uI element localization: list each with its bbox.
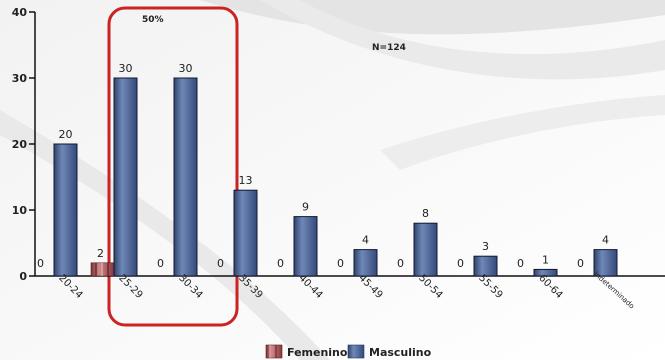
data-label-femenino-50-54: 0 bbox=[397, 257, 404, 270]
data-label-femenino-35-39: 0 bbox=[217, 257, 224, 270]
y-tick-label: 20 bbox=[12, 138, 28, 151]
data-label-femenino-45-49: 0 bbox=[337, 257, 344, 270]
data-label-masculino-35-39: 13 bbox=[239, 174, 253, 187]
data-label-femenino-55-59: 0 bbox=[457, 257, 464, 270]
legend-swatch-masculino bbox=[347, 344, 365, 359]
bar-masculino-45-49 bbox=[353, 249, 378, 277]
highlight-box bbox=[107, 6, 239, 327]
data-label-femenino-20-24: 0 bbox=[37, 257, 44, 270]
y-tick-label: 40 bbox=[12, 6, 28, 19]
bar-masculino-20-24 bbox=[53, 143, 78, 277]
y-tick-label: 10 bbox=[12, 204, 28, 217]
annotation-percent: 50% bbox=[142, 15, 164, 25]
bar-masculino-35-39 bbox=[233, 189, 258, 277]
data-label-masculino-30-34: 30 bbox=[179, 62, 193, 75]
data-label-masculino-20-24: 20 bbox=[59, 128, 73, 141]
bar-masculino-50-54 bbox=[413, 222, 438, 277]
bar-masculino-30-34 bbox=[173, 77, 198, 277]
data-label-femenino-60-64: 0 bbox=[517, 257, 524, 270]
data-label-masculino-50-54: 8 bbox=[422, 207, 429, 220]
annotation-n: N=124 bbox=[372, 43, 406, 53]
bars bbox=[53, 77, 618, 277]
bar-masculino-55-59 bbox=[473, 255, 498, 277]
legend-label-masculino: Masculino bbox=[369, 346, 432, 359]
data-label-masculino-indeterminado: 4 bbox=[602, 234, 609, 247]
bar-masculino-indeterminado bbox=[593, 249, 618, 277]
data-label-femenino-40-44: 0 bbox=[277, 257, 284, 270]
data-label-masculino-55-59: 3 bbox=[482, 240, 489, 253]
data-label-masculino-45-49: 4 bbox=[362, 234, 369, 247]
data-label-femenino-30-34: 0 bbox=[157, 257, 164, 270]
legend-label-femenino: Femenino bbox=[287, 346, 348, 359]
y-tick-label: 0 bbox=[19, 270, 27, 283]
legend-swatch-femenino bbox=[265, 344, 283, 359]
data-label-femenino-indeterminado: 0 bbox=[577, 257, 584, 270]
bar-masculino-40-44 bbox=[293, 216, 318, 277]
data-label-masculino-60-64: 1 bbox=[542, 253, 549, 266]
y-ticks: 0 10 20 30 40 bbox=[12, 6, 35, 283]
bar-masculino-60-64 bbox=[533, 268, 558, 277]
bar-masculino-25-29 bbox=[113, 77, 138, 277]
y-tick-label: 30 bbox=[12, 72, 28, 85]
data-label-masculino-25-29: 30 bbox=[119, 62, 133, 75]
data-label-masculino-40-44: 9 bbox=[302, 201, 309, 214]
data-label-femenino-25-29: 2 bbox=[97, 247, 104, 260]
legend: Femenino Masculino bbox=[265, 344, 432, 359]
